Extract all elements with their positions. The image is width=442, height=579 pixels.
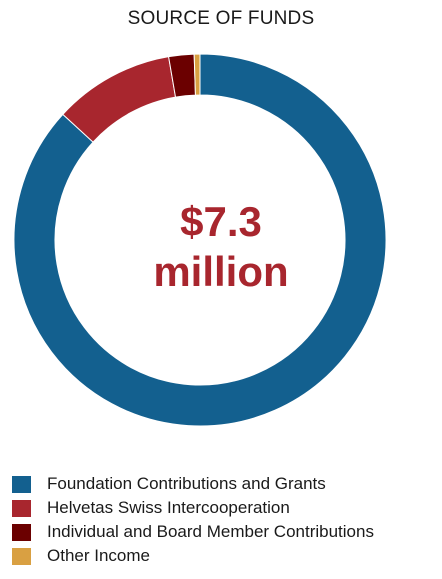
legend-swatch-foundation <box>12 475 31 493</box>
center-value-line-2: million <box>153 248 289 295</box>
legend-item-foundation: Foundation Contributions and Grants <box>12 472 374 496</box>
slice-helvetas <box>62 56 177 143</box>
legend-label-foundation: Foundation Contributions and Grants <box>47 474 326 493</box>
legend-item-other: Other Income <box>12 544 374 568</box>
legend-item-individual: Individual and Board Member Contribution… <box>12 520 374 544</box>
donut-chart <box>13 53 387 427</box>
legend-label-individual: Individual and Board Member Contribution… <box>47 522 374 541</box>
legend-item-helvetas: Helvetas Swiss Intercooperation <box>12 496 374 520</box>
legend-swatch-other <box>12 547 31 565</box>
legend-label-helvetas: Helvetas Swiss Intercooperation <box>47 498 290 517</box>
legend-label-other: Other Income <box>47 546 150 565</box>
legend: Foundation Contributions and Grants Helv… <box>12 472 374 568</box>
legend-swatch-individual <box>12 523 31 541</box>
legend-swatch-helvetas <box>12 499 31 517</box>
chart-title: SOURCE OF FUNDS <box>127 8 315 29</box>
slice-other <box>193 53 201 96</box>
center-value-line-1: $7.3 <box>180 198 262 245</box>
slice-foundation <box>13 53 387 427</box>
